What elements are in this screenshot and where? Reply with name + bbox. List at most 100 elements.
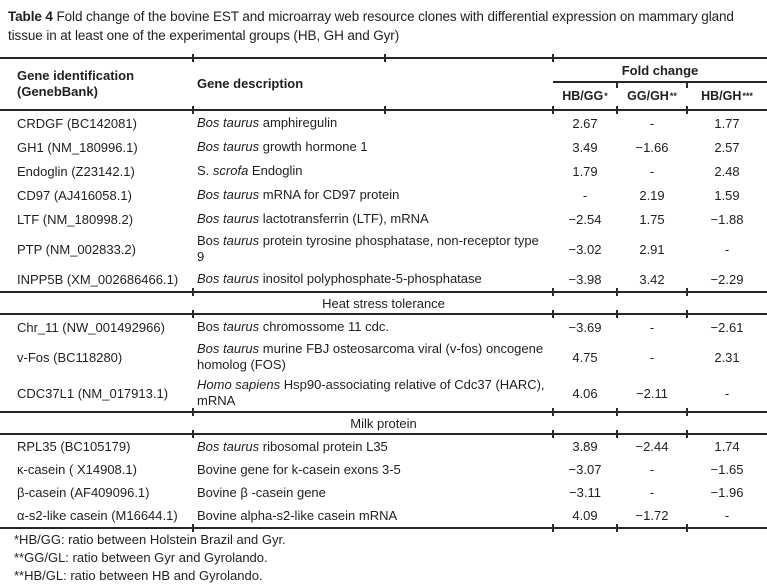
- column-divider-tick: [192, 310, 194, 318]
- gene-id-cell: INPP5B (XM_002686466.1): [17, 271, 179, 287]
- table-row: α-s2-like casein (M16644.1) Bovine alpha-…: [0, 504, 767, 527]
- gene-description-cell: Bos taurus lactotransferrin (LTF), mRNA: [197, 211, 429, 226]
- fold-change-hb-gg-cell: 3.89: [572, 439, 598, 454]
- gene-description-cell: Bos taurus mRNA for CD97 protein: [197, 187, 400, 202]
- column-divider-tick: [686, 82, 688, 88]
- footnote-hb-gg: *HB/GG: ratio between Holstein Brazil an…: [14, 532, 286, 547]
- fold-change-hb-gg-cell: -: [582, 187, 588, 203]
- table-footnotes: *HB/GG: ratio between Holstein Brazil an…: [14, 531, 286, 585]
- table-row: GH1 (NM_180996.1) Bos taurus growth hormo…: [0, 135, 767, 159]
- table-row: κ-casein ( X14908.1) Bovine gene for k-ca…: [0, 458, 767, 481]
- fold-change-hb-gg-cell: 2.67: [572, 115, 598, 131]
- fold-change-hb-gg-cell: −3.07: [568, 462, 602, 477]
- fold-change-hb-gh-cell: -: [724, 508, 730, 523]
- fold-change-gg-gh-cell: -: [649, 163, 655, 179]
- table-row: Endoglin (Z23142.1) S. scrofa Endoglin 1.7…: [0, 159, 767, 183]
- fold-change-column-group: Fold change HB/GG * GG/GH ** HB/GH ***: [553, 59, 767, 109]
- gene-id-cell: β-casein (AF409096.1): [17, 485, 150, 500]
- table-header-row: Gene identification (GenebBank) Gene des…: [0, 57, 767, 111]
- column-divider-tick: [552, 430, 554, 438]
- fold-change-table: Gene identification (GenebBank) Gene des…: [0, 57, 767, 529]
- footnote-gg-gl: **GG/GL: ratio between Gyr and Gyrolando…: [14, 550, 268, 565]
- gene-description-cell: S. scrofa Endoglin: [197, 163, 303, 178]
- gene-id-cell: Endoglin (Z23142.1): [17, 163, 135, 179]
- fold-change-gg-gh-cell: -: [649, 485, 655, 500]
- footnote-hb-gl: **HB/GL: ratio between HB and Gyrolando.: [14, 568, 263, 583]
- gene-id-cell: CRDGF (BC142081): [17, 115, 137, 131]
- column-divider-tick: [192, 106, 194, 114]
- table-body: CRDGF (BC142081) Bos taurus amphiregulin 2…: [0, 111, 767, 529]
- column-divider-tick: [616, 524, 618, 532]
- subheader-hb-gh: HB/GH ***: [701, 89, 753, 103]
- table-caption-label: Table 4: [8, 9, 53, 24]
- fold-change-gg-gh-cell: -: [649, 319, 655, 335]
- column-divider-tick: [192, 430, 194, 438]
- fold-change-hb-gg-cell: −2.54: [568, 211, 602, 227]
- fold-change-hb-gg-cell: 1.79: [572, 163, 598, 179]
- gene-description-cell: Bos taurus growth hormone 1: [197, 139, 368, 154]
- column-divider-tick: [552, 310, 554, 318]
- fold-change-hb-gh-cell: −2.61: [710, 319, 744, 335]
- column-divider-tick: [384, 54, 386, 62]
- fold-change-hb-gh-cell: 1.74: [714, 439, 740, 454]
- gene-description-cell: Bos taurus inositol polyphosphate-5-phos…: [197, 271, 482, 286]
- fold-change-hb-gg-cell: 4.06: [572, 385, 598, 401]
- column-divider-tick: [616, 106, 618, 114]
- table-caption: Table 4 Fold change of the bovine EST an…: [8, 7, 760, 45]
- column-divider-tick: [686, 524, 688, 532]
- gene-description-cell: Bos taurus amphiregulin: [197, 115, 338, 130]
- fold-change-subheaders: HB/GG * GG/GH ** HB/GH ***: [553, 83, 767, 109]
- column-divider-tick: [192, 54, 194, 62]
- fold-change-gg-gh-cell: −2.44: [635, 439, 669, 454]
- fold-change-hb-gh-cell: 2.57: [714, 139, 740, 155]
- table-row: Chr_11 (NW_001492966) Bos taurus chromoss…: [0, 315, 767, 339]
- gene-id-cell: GH1 (NM_180996.1): [17, 139, 138, 155]
- fold-change-hb-gh-cell: 2.31: [714, 349, 740, 365]
- column-divider-tick: [616, 82, 618, 88]
- column-divider-tick: [616, 430, 618, 438]
- column-divider-tick: [192, 288, 194, 296]
- table-row: β-casein (AF409096.1) Bovine β -casein ge…: [0, 481, 767, 504]
- fold-change-gg-gh-cell: −1.66: [635, 139, 669, 155]
- gene-description-cell: Bos taurus ribosomal protein L35: [197, 438, 388, 454]
- gene-description-cell: Homo sapiens Hsp90-associating relative …: [197, 377, 545, 408]
- section-header: Milk protein: [0, 411, 767, 435]
- fold-change-hb-gh-cell: −1.96: [710, 485, 744, 500]
- fold-change-hb-gh-cell: −2.29: [710, 271, 744, 287]
- gene-description-cell: Bovine alpha-s2-like casein mRNA: [197, 507, 398, 523]
- fold-change-gg-gh-cell: 3.42: [639, 271, 665, 287]
- gene-description-column-header: Gene description: [197, 76, 304, 91]
- fold-change-hb-gg-cell: 4.09: [572, 508, 598, 523]
- table-row: v-Fos (BC118280) Bos taurus murine FBJ os…: [0, 339, 767, 375]
- fold-change-hb-gg-cell: 3.49: [572, 139, 598, 155]
- gene-id-cell: CDC37L1 (NM_017913.1): [17, 385, 169, 401]
- gene-description-cell: Bos taurus protein tyrosine phosphatase,…: [197, 233, 539, 264]
- fold-change-gg-gh-cell: -: [649, 349, 655, 365]
- fold-change-hb-gg-cell: 4.75: [572, 349, 598, 365]
- gene-id-cell: κ-casein ( X14908.1): [17, 462, 137, 477]
- column-divider-tick: [552, 408, 554, 416]
- table-row: CDC37L1 (NM_017913.1) Homo sapiens Hsp90-…: [0, 375, 767, 411]
- table-row: LTF (NM_180998.2) Bos taurus lactotransfe…: [0, 207, 767, 231]
- fold-change-hb-gh-cell: −1.88: [710, 211, 744, 227]
- table-caption-text: Fold change of the bovine EST and microa…: [8, 9, 734, 43]
- column-divider-tick: [686, 288, 688, 296]
- column-divider-tick: [616, 310, 618, 318]
- fold-change-gg-gh-cell: −2.11: [636, 385, 668, 401]
- table-row: INPP5B (XM_002686466.1) Bos taurus inosit…: [0, 267, 767, 291]
- fold-change-hb-gg-cell: −3.11: [569, 485, 601, 500]
- gene-id-column-header: Gene identification (GenebBank): [0, 59, 193, 109]
- table-row: CD97 (AJ416058.1) Bos taurus mRNA for CD9…: [0, 183, 767, 207]
- fold-change-hb-gh-cell: -: [724, 385, 730, 401]
- fold-change-gg-gh-cell: 2.91: [639, 241, 665, 257]
- gene-description-cell: Bos taurus murine FBJ osteosarcoma viral…: [197, 341, 544, 372]
- column-divider-tick: [686, 310, 688, 318]
- column-divider-tick: [616, 288, 618, 296]
- table-row: CRDGF (BC142081) Bos taurus amphiregulin 2…: [0, 111, 767, 135]
- column-divider-tick: [686, 106, 688, 114]
- section-header: Heat stress tolerance: [0, 291, 767, 315]
- gene-id-cell: PTP (NM_002833.2): [17, 241, 136, 257]
- fold-change-hb-gh-cell: 1.59: [714, 187, 740, 203]
- fold-change-hb-gg-cell: −3.02: [568, 241, 602, 257]
